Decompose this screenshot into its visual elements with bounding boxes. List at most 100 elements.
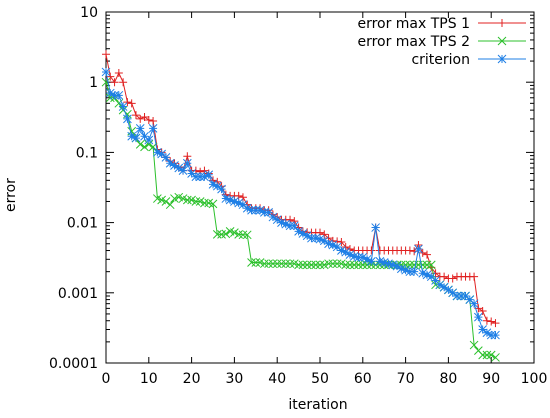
data-point bbox=[230, 197, 239, 206]
data-point bbox=[354, 252, 363, 262]
data-point bbox=[238, 230, 248, 240]
x-tick-label: 40 bbox=[268, 371, 286, 387]
data-point bbox=[298, 229, 308, 238]
data-point bbox=[208, 180, 218, 189]
data-point bbox=[409, 260, 419, 270]
data-point bbox=[281, 259, 291, 269]
data-point bbox=[135, 124, 145, 133]
x-tick-label: 10 bbox=[140, 371, 158, 387]
data-point bbox=[487, 317, 496, 326]
x-tick-label: 90 bbox=[482, 371, 500, 387]
y-tick-label: 0.001 bbox=[58, 286, 98, 302]
legend-label: error max TPS 2 bbox=[357, 34, 470, 50]
data-point bbox=[337, 246, 346, 255]
x-tick-label: 0 bbox=[102, 371, 111, 387]
data-point bbox=[268, 259, 278, 269]
data-point bbox=[341, 247, 351, 257]
data-point bbox=[200, 172, 209, 182]
data-point bbox=[119, 78, 128, 87]
data-point bbox=[354, 260, 363, 270]
data-point bbox=[367, 246, 376, 255]
x-tick-label: 100 bbox=[521, 371, 548, 387]
legend-label: error max TPS 1 bbox=[357, 16, 470, 32]
x-tick-label: 20 bbox=[183, 371, 201, 387]
data-point bbox=[298, 260, 308, 270]
data-point bbox=[486, 330, 496, 340]
data-point bbox=[414, 244, 423, 254]
data-point bbox=[110, 90, 119, 100]
data-point bbox=[149, 117, 158, 126]
data-point bbox=[405, 267, 415, 277]
data-point bbox=[384, 259, 393, 269]
y-tick-label: 0.1 bbox=[76, 145, 98, 161]
series-layer bbox=[101, 50, 500, 362]
data-point bbox=[319, 236, 329, 246]
data-point bbox=[182, 158, 192, 168]
data-point bbox=[178, 166, 188, 175]
data-point bbox=[106, 72, 115, 81]
data-point bbox=[200, 198, 209, 208]
data-point bbox=[401, 265, 410, 275]
data-point bbox=[114, 69, 123, 78]
data-point bbox=[289, 221, 299, 231]
data-point bbox=[144, 135, 154, 145]
data-point bbox=[405, 260, 415, 270]
data-point bbox=[324, 239, 333, 249]
data-point bbox=[405, 246, 414, 255]
data-point bbox=[388, 260, 398, 270]
data-point bbox=[358, 252, 368, 262]
data-point bbox=[195, 172, 205, 182]
data-point bbox=[349, 252, 359, 261]
data-point bbox=[165, 200, 175, 210]
data-point bbox=[242, 230, 252, 240]
data-point bbox=[456, 291, 466, 301]
data-point bbox=[423, 250, 431, 259]
data-point bbox=[358, 260, 368, 270]
data-point bbox=[482, 328, 492, 338]
data-point bbox=[187, 169, 196, 178]
data-point bbox=[311, 260, 321, 270]
data-point bbox=[272, 259, 282, 269]
data-point bbox=[465, 295, 475, 304]
data-point bbox=[183, 152, 192, 161]
data-point bbox=[311, 233, 321, 243]
data-point bbox=[439, 282, 449, 292]
data-point bbox=[234, 198, 244, 208]
data-point bbox=[114, 98, 124, 108]
data-point bbox=[491, 353, 500, 362]
data-point bbox=[478, 350, 487, 360]
data-point bbox=[307, 233, 316, 243]
data-point bbox=[367, 257, 376, 266]
data-point bbox=[212, 230, 222, 239]
data-point bbox=[302, 231, 312, 241]
data-point bbox=[426, 260, 436, 270]
data-point bbox=[148, 124, 158, 133]
data-point bbox=[379, 258, 389, 267]
data-point bbox=[448, 288, 458, 298]
data-point bbox=[482, 350, 492, 360]
data-point bbox=[260, 207, 269, 217]
data-point bbox=[242, 203, 252, 213]
axis-tick-labels: 0 10 20 30 40 50 60 70 80 90 100 0.0001 0.001 0.01 0.1… bbox=[49, 5, 547, 387]
data-point bbox=[294, 260, 303, 270]
data-point bbox=[255, 205, 265, 215]
data-point bbox=[491, 319, 500, 328]
data-point bbox=[123, 114, 132, 124]
data-point bbox=[285, 221, 295, 231]
data-point bbox=[182, 195, 192, 205]
data-point bbox=[341, 260, 351, 270]
data-point bbox=[131, 111, 140, 120]
data-point bbox=[101, 67, 111, 77]
data-point bbox=[371, 260, 380, 270]
data-point bbox=[375, 257, 385, 266]
data-point bbox=[161, 197, 171, 206]
data-point bbox=[272, 215, 282, 225]
data-point bbox=[474, 312, 483, 322]
data-point bbox=[170, 161, 179, 170]
data-point bbox=[418, 260, 428, 270]
data-point bbox=[135, 140, 145, 149]
x-tick-label: 60 bbox=[354, 371, 372, 387]
data-point bbox=[140, 131, 149, 141]
data-point bbox=[469, 340, 479, 350]
data-point bbox=[204, 170, 214, 180]
